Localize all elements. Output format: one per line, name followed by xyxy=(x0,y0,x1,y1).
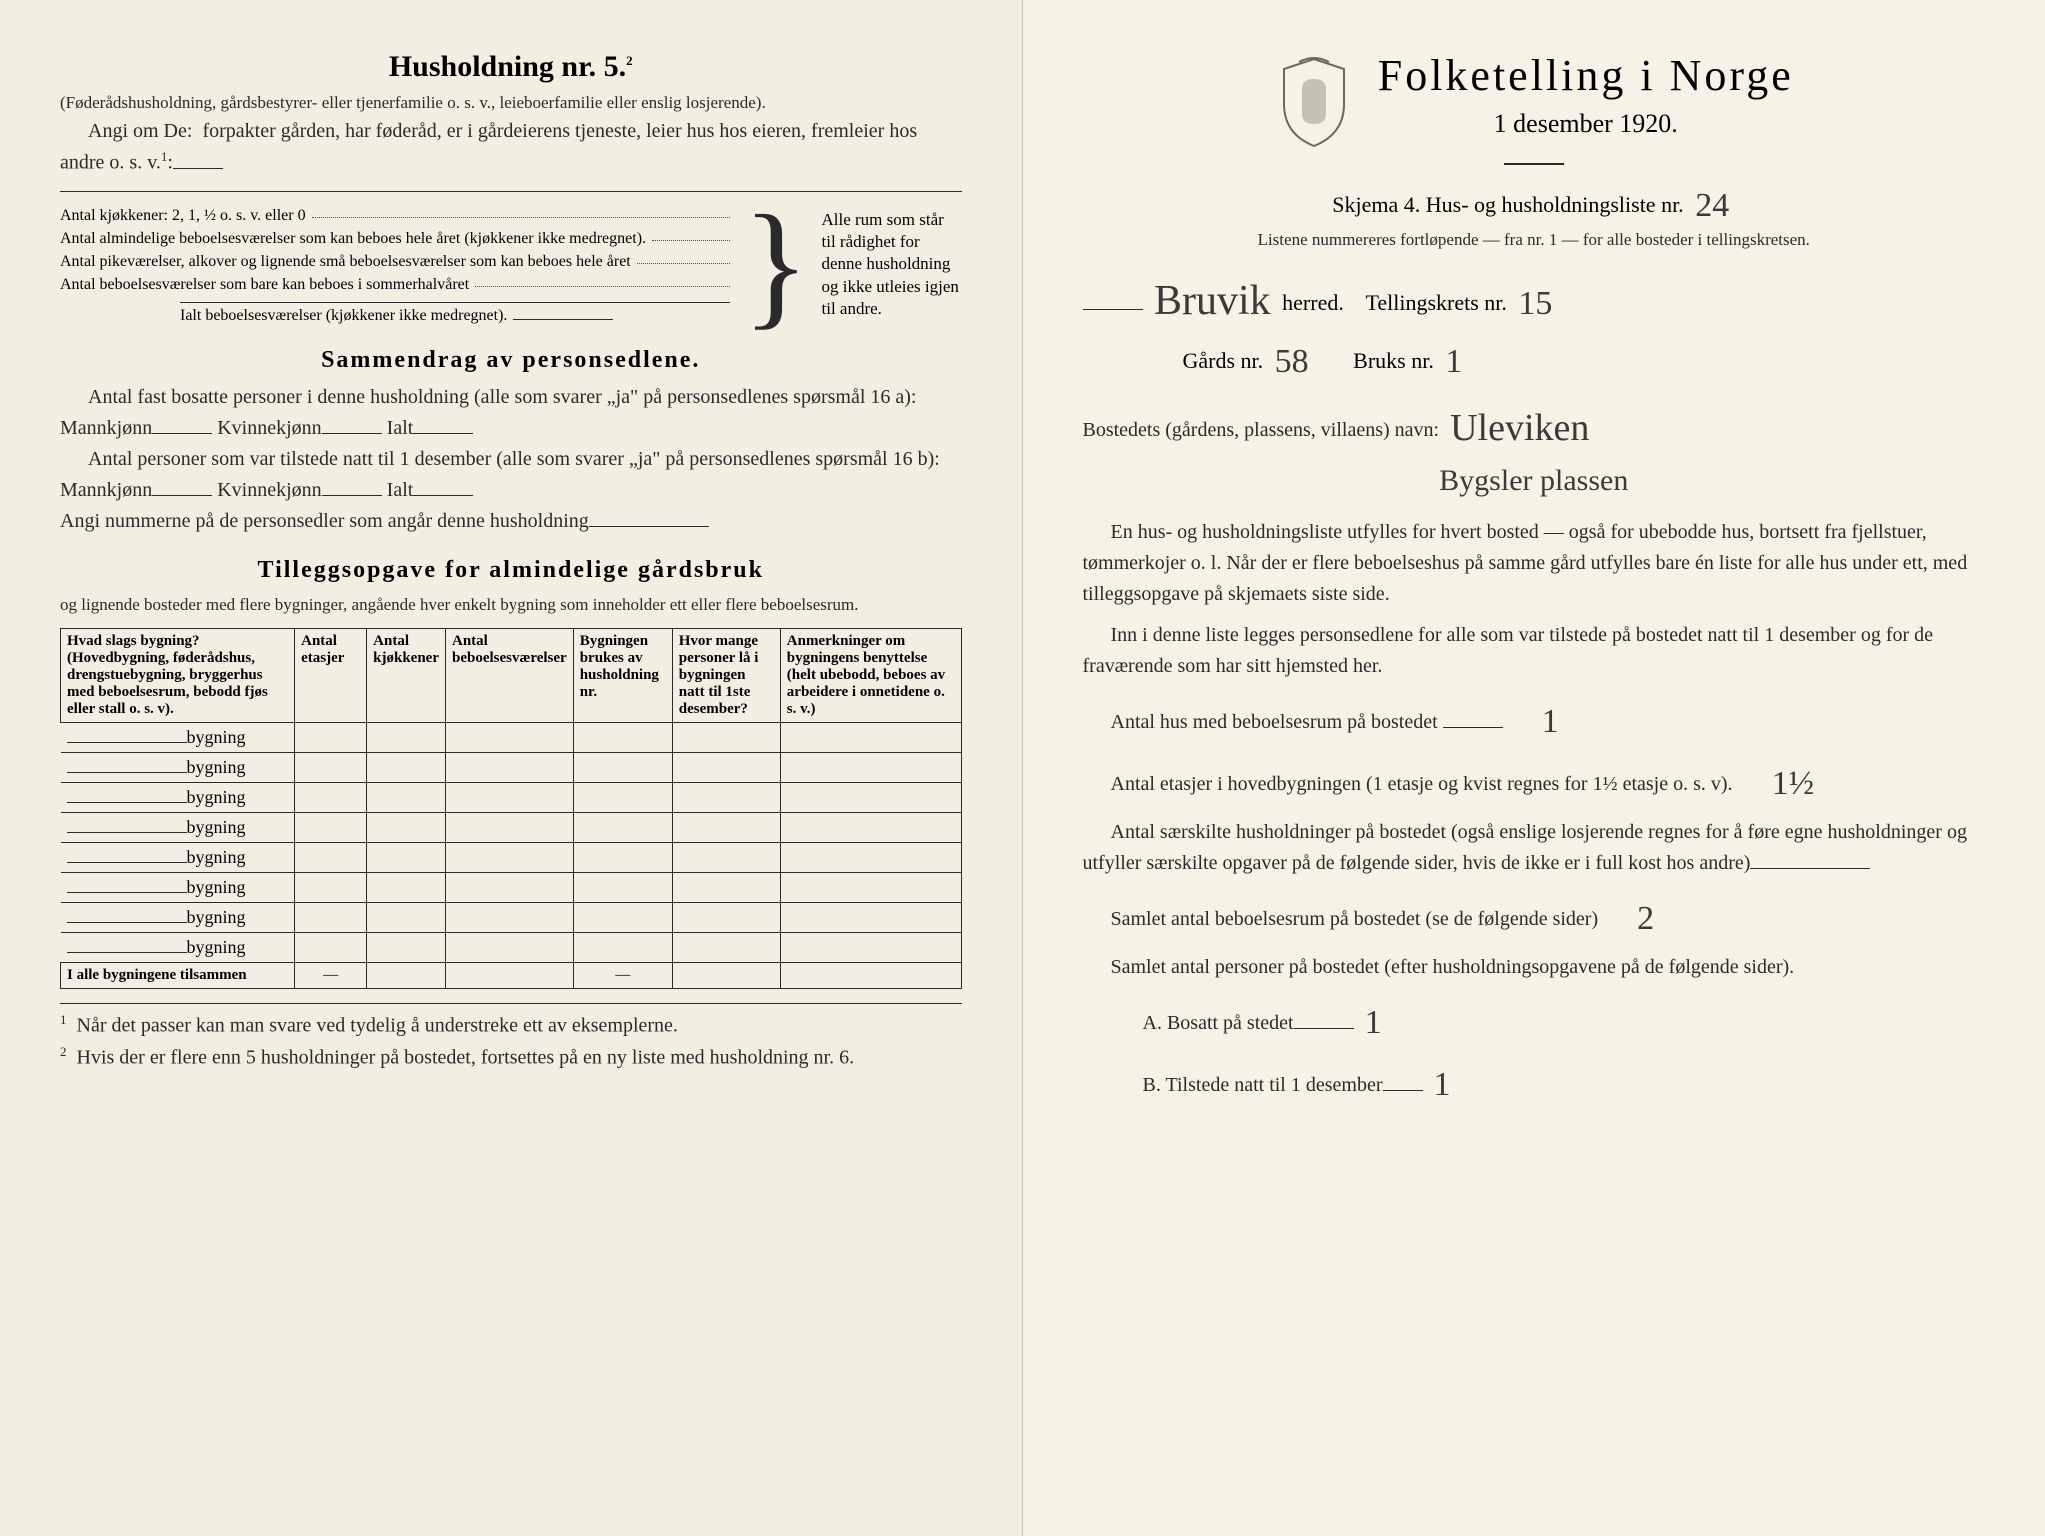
summary-row-label: I alle bygningene tilsammen xyxy=(61,963,295,989)
table-row: bygning xyxy=(61,723,962,753)
th-6: Anmerkninger om bygningens benyttelse (h… xyxy=(780,629,961,723)
th-5: Hvor mange personer lå i bygningen natt … xyxy=(672,629,780,723)
main-title: Folketelling i Norge xyxy=(1378,50,1794,101)
sammendrag-heading: Sammendrag av personsedlene. xyxy=(60,347,962,374)
left-page: Husholdning nr. 5.2 (Føderådshusholdning… xyxy=(0,0,1023,1536)
q1-value: 1 xyxy=(1508,696,1565,749)
room-line-2: Antal pikeværelser, alkover og lignende … xyxy=(60,253,631,271)
qA-value: 1 xyxy=(1359,997,1388,1050)
sammendrag-p3: Angi nummerne på de personsedler som ang… xyxy=(60,506,962,537)
gards-nr: 58 xyxy=(1269,343,1315,381)
coat-of-arms-icon xyxy=(1274,54,1354,149)
table-row: bygning xyxy=(61,843,962,873)
para-b: Inn i denne liste legges personsedlene f… xyxy=(1083,620,1986,682)
tellingkrets-nr: 15 xyxy=(1512,285,1558,323)
table-row: bygning xyxy=(61,813,962,843)
qB: B. Tilstede natt til 1 desember 1 xyxy=(1083,1055,1986,1108)
gards-line: Gårds nr. 58 Bruks nr. 1 xyxy=(1083,339,1986,377)
sammendrag-p2: Antal personer som var tilstede natt til… xyxy=(60,444,962,506)
bruks-nr: 1 xyxy=(1439,343,1468,381)
skjema-nr-value: 24 xyxy=(1689,187,1735,225)
bosted-value: Uleviken xyxy=(1444,399,1595,458)
household-para1: (Føderådshusholdning, gårdsbestyrer- ell… xyxy=(60,90,962,116)
th-3: Antal beboelsesværelser xyxy=(446,629,574,723)
q3: Antal særskilte husholdninger på bostede… xyxy=(1083,817,1986,879)
q1: Antal hus med beboelsesrum på bostedet 1 xyxy=(1083,692,1986,745)
table-row: bygning xyxy=(61,873,962,903)
skjema-line: Skjema 4. Hus- og husholdningsliste nr. … xyxy=(1083,183,1986,221)
th-2: Antal kjøkkener xyxy=(367,629,446,723)
q4: Samlet antal beboelsesrum på bostedet (s… xyxy=(1083,889,1986,942)
q4-value: 2 xyxy=(1603,893,1660,946)
para-a: En hus- og husholdningsliste utfylles fo… xyxy=(1083,517,1986,610)
right-page: Folketelling i Norge 1 desember 1920. Sk… xyxy=(1023,0,2045,1536)
bygsler-line: Bygsler plassen xyxy=(1083,454,1986,501)
room-line-3: Antal beboelsesværelser som bare kan beb… xyxy=(60,276,469,294)
bygning-table: Hvad slags bygning? (Hovedbygning, føder… xyxy=(60,628,962,989)
sammendrag-p1: Antal fast bosatte personer i denne hush… xyxy=(60,382,962,444)
tillegg-sub: og lignende bosteder med flere bygninger… xyxy=(60,592,962,618)
herred-value: Bruvik xyxy=(1148,277,1277,325)
main-subtitle: 1 desember 1920. xyxy=(1378,109,1794,139)
table-row: bygning xyxy=(61,933,962,963)
ialt-line: Ialt beboelsesværelser (kjøkkener ikke m… xyxy=(180,307,507,325)
qB-value: 1 xyxy=(1428,1059,1457,1112)
qA: A. Bosatt på stedet 1 xyxy=(1083,993,1986,1046)
q2-value: 1½ xyxy=(1738,758,1821,811)
kitchen-line: Antal kjøkkener: 2, 1, ½ o. s. v. eller … xyxy=(60,207,306,225)
table-row: bygning xyxy=(61,753,962,783)
table-row: bygning xyxy=(61,783,962,813)
th-1: Antal etasjer xyxy=(295,629,367,723)
room-line-1: Antal almindelige beboelsesværelser som … xyxy=(60,230,646,248)
table-row: bygning xyxy=(61,903,962,933)
q2: Antal etasjer i hovedbygningen (1 etasje… xyxy=(1083,754,1986,807)
th-4: Bygningen brukes av husholdning nr. xyxy=(573,629,672,723)
q5: Samlet antal personer på bostedet (efter… xyxy=(1083,952,1986,983)
rooms-block: Antal kjøkkener: 2, 1, ½ o. s. v. eller … xyxy=(60,202,962,327)
household-para2: Angi om De: forpakter gården, har føderå… xyxy=(60,116,962,179)
th-0: Hvad slags bygning? (Hovedbygning, føder… xyxy=(61,629,295,723)
herred-line: Bruvik herred. Tellingskrets nr. 15 xyxy=(1083,273,1986,321)
footnotes: 1 Når det passer kan man svare ved tydel… xyxy=(60,1003,962,1073)
tillegg-heading: Tilleggsopgave for almindelige gårdsbruk xyxy=(60,557,962,584)
listene-note: Listene nummereres fortløpende — fra nr.… xyxy=(1083,227,1986,253)
bosted-line: Bostedets (gårdens, plassens, villaens) … xyxy=(1083,395,1986,454)
brace-icon: } xyxy=(742,212,809,317)
bracket-note: Alle rum som står til rådighet for denne… xyxy=(822,209,962,319)
household-heading: Husholdning nr. 5.2 xyxy=(60,50,962,84)
